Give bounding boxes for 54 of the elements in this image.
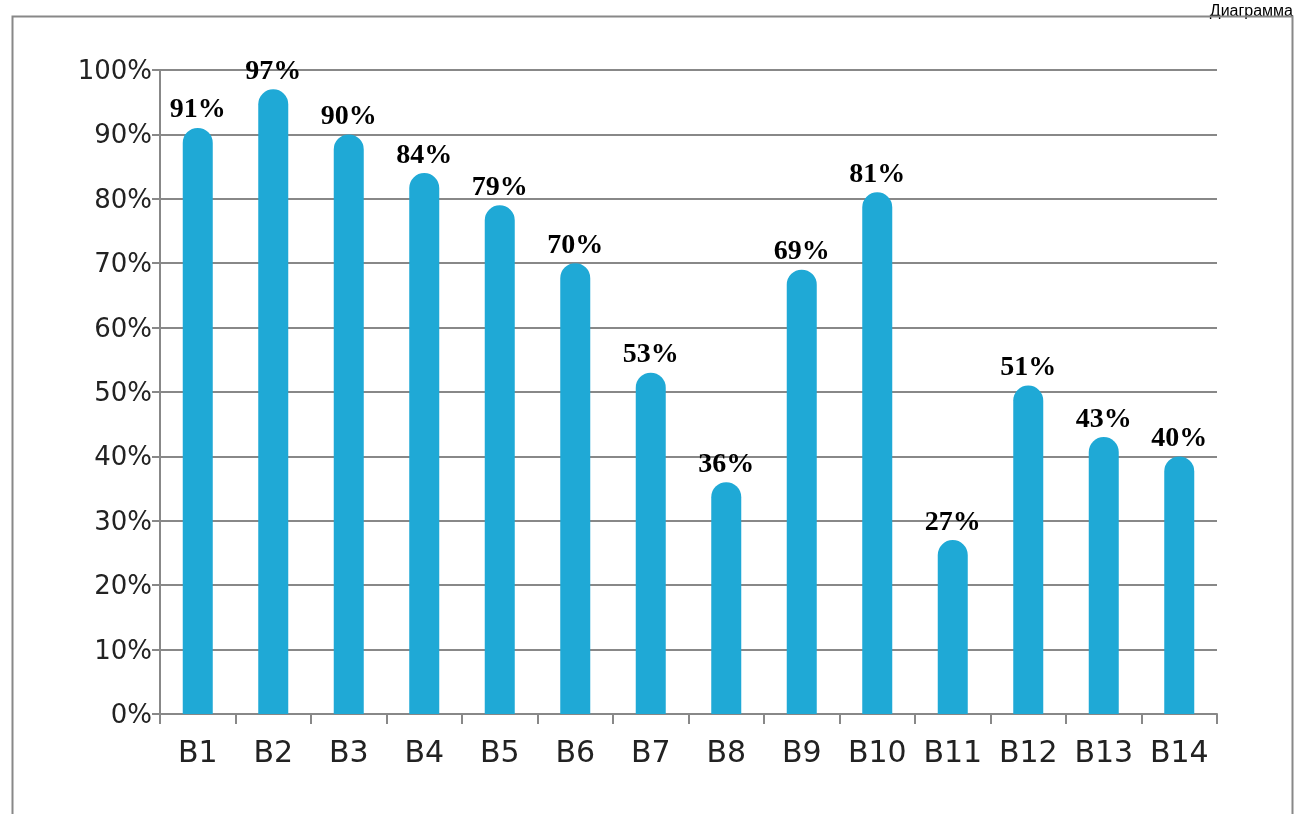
x-tick-label: B7 <box>630 733 671 769</box>
bar <box>560 263 591 714</box>
data-label: 53% <box>622 337 679 369</box>
data-label: 81% <box>849 156 906 188</box>
y-tick-label: 0% <box>110 699 152 729</box>
bar <box>937 540 968 714</box>
text: Диаграмма <box>1209 1 1294 19</box>
x-tick-label: B8 <box>706 733 747 769</box>
x-tick-label: B10 <box>847 733 907 769</box>
x-tick-label: B2 <box>253 733 294 769</box>
data-label: 91% <box>169 92 226 124</box>
bar <box>484 205 515 714</box>
data-label: 40% <box>1151 420 1208 452</box>
y-tick-label: 80% <box>94 183 152 214</box>
x-tick-label: B1 <box>177 733 218 769</box>
x-tick-label: B14 <box>1149 733 1209 769</box>
bar <box>1088 437 1119 714</box>
y-tick-label: 70% <box>94 248 152 279</box>
x-tick-label: B5 <box>479 733 520 769</box>
bar <box>862 192 893 714</box>
data-label: 70% <box>547 227 604 259</box>
data-label: 90% <box>320 98 377 130</box>
y-tick-label: 100% <box>77 55 152 85</box>
data-label: 84% <box>396 137 453 169</box>
x-tick-label: B4 <box>404 733 445 769</box>
y-tick-label: 60% <box>94 312 152 343</box>
bar <box>409 173 440 714</box>
y-tick-label: 90% <box>94 119 152 150</box>
bar <box>1013 385 1044 714</box>
bar <box>258 89 289 714</box>
data-label: 69% <box>773 234 830 266</box>
y-tick-label: 30% <box>94 505 152 536</box>
data-label: 97% <box>245 53 302 85</box>
data-label: 51% <box>1000 350 1057 382</box>
bar <box>711 482 742 714</box>
data-label: 36% <box>698 446 755 478</box>
x-tick-label: B12 <box>998 733 1058 769</box>
x-tick-label: B13 <box>1074 733 1134 769</box>
y-tick-label: 20% <box>94 570 152 601</box>
data-label: 79% <box>471 169 528 201</box>
data-label: 27% <box>924 504 981 536</box>
y-tick-label: 10% <box>94 634 152 665</box>
x-tick-label: B9 <box>781 733 822 769</box>
bar <box>635 372 666 714</box>
y-tick-label: 50% <box>94 377 152 407</box>
bar <box>1164 456 1195 714</box>
bar <box>786 269 817 714</box>
x-tick-label: B3 <box>328 733 369 769</box>
bar <box>333 134 364 714</box>
y-tick-label: 40% <box>94 441 152 472</box>
bar <box>182 127 213 714</box>
x-tick-label: B11 <box>923 733 983 769</box>
data-label: 43% <box>1075 401 1132 433</box>
x-tick-label: B6 <box>555 733 596 769</box>
